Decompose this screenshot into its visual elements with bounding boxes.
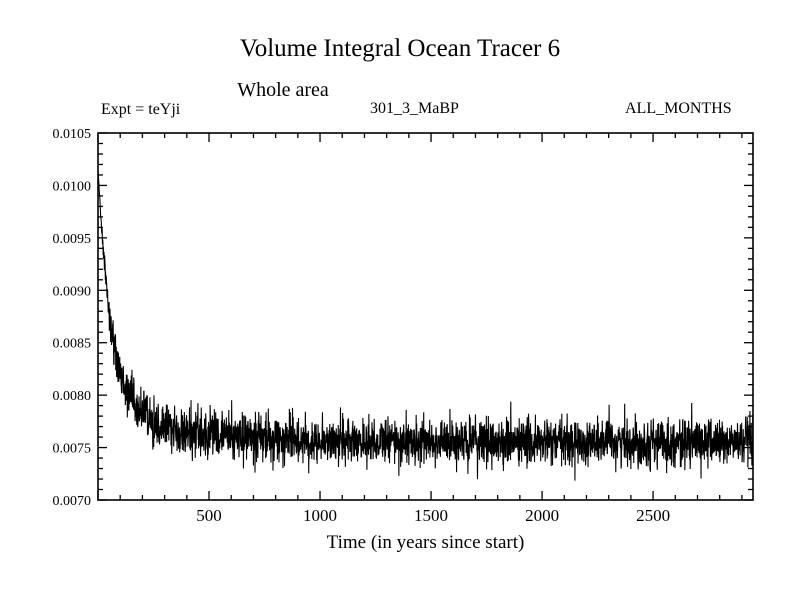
- y-tick-label: 0.0090: [53, 284, 92, 299]
- y-tick-label: 0.0105: [53, 127, 92, 142]
- axis-ticks: [97, 132, 753, 501]
- data-line-tracer6: [98, 169, 753, 481]
- plot-axes: [97, 132, 754, 501]
- x-tick-label: 2000: [525, 506, 559, 525]
- x-tick-label: 500: [196, 506, 222, 525]
- x-tick-label: 1000: [303, 506, 337, 525]
- y-tick-label: 0.0095: [53, 232, 92, 247]
- y-tick-label: 0.0100: [53, 179, 92, 194]
- plot-subtitle: Whole area: [237, 79, 329, 101]
- months-label: ALL_MONTHS: [625, 100, 732, 117]
- x-tick-label: 2500: [636, 506, 670, 525]
- period-label: 301_3_MaBP: [370, 100, 459, 117]
- data-series-group: [98, 169, 753, 481]
- x-tick-label: 1500: [414, 506, 448, 525]
- y-tick-label: 0.0075: [53, 442, 92, 457]
- experiment-label: Expt = teYji: [101, 101, 181, 118]
- y-tick-label: 0.0085: [53, 337, 92, 352]
- y-tick-label: 0.0080: [53, 389, 92, 404]
- x-axis-tick-labels: 500 1000 1500 2000 2500: [196, 506, 670, 525]
- y-tick-label: 0.0070: [53, 494, 92, 509]
- page-title: Volume Integral Ocean Tracer 6: [239, 35, 561, 62]
- y-axis-tick-labels: 0.0070 0.0075 0.0080 0.0085 0.0090 0.0095 0.01…: [53, 127, 92, 509]
- x-axis-label: Time (in years since start): [326, 532, 525, 553]
